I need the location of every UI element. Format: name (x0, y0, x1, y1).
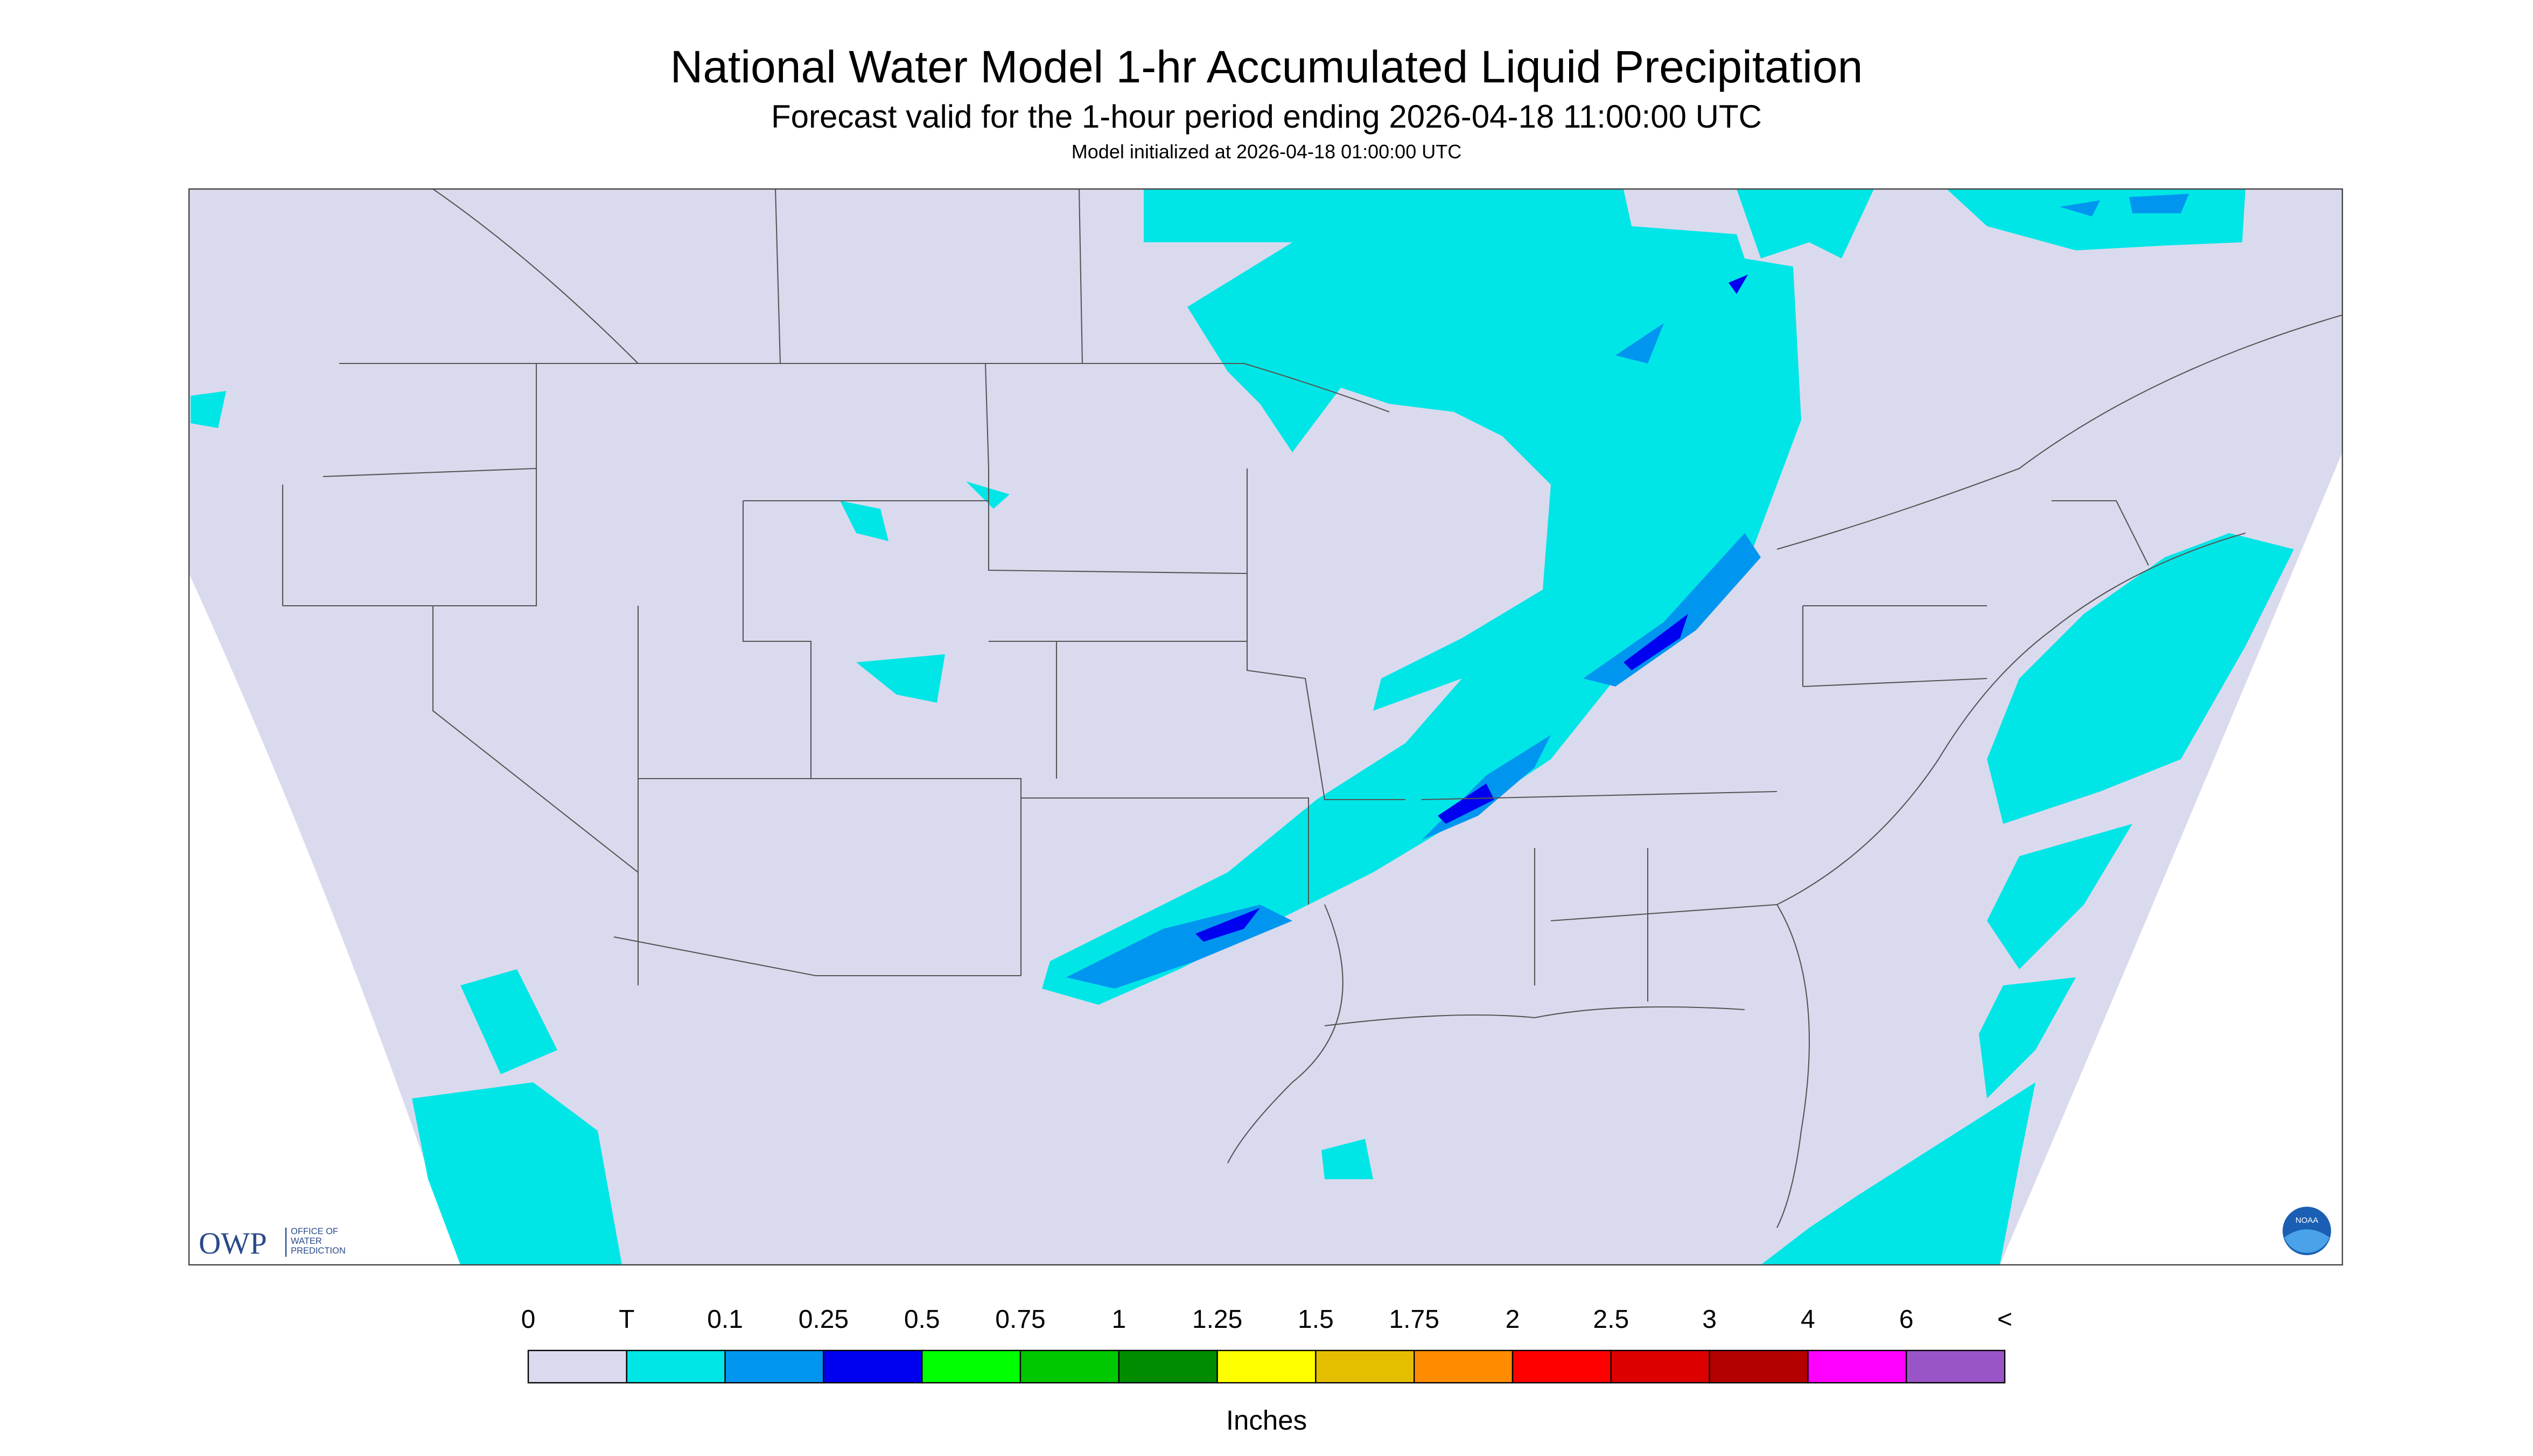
legend-swatch (1118, 1349, 1218, 1384)
legend-unit: Inches (1226, 1405, 1307, 1436)
legend-label: 1 (1111, 1305, 1126, 1334)
noaa-wave (2284, 1229, 2329, 1253)
title: National Water Model 1-hr Accumulated Li… (670, 41, 1863, 92)
legend-label: < (1997, 1305, 2012, 1334)
legend-swatch (921, 1349, 1021, 1384)
owp-name-line: PREDICTION (291, 1246, 346, 1256)
noaa-text: NOAA (2296, 1216, 2319, 1225)
precip-trace (191, 189, 2294, 1265)
precip-area (1987, 824, 2132, 970)
legend-swatch (1905, 1349, 2006, 1384)
legend-swatch (527, 1349, 628, 1384)
precip-area (1729, 275, 1748, 295)
legend-label: 1.5 (1298, 1305, 1334, 1334)
legend-swatch (626, 1349, 726, 1384)
legend-swatch (1315, 1349, 1415, 1384)
precip-area (1624, 614, 1688, 671)
legend-swatch (1709, 1349, 1809, 1384)
legend-swatch (1610, 1349, 1710, 1384)
precip-area (191, 391, 226, 429)
legend-swatch (1216, 1349, 1317, 1384)
owp-mark: OWP (199, 1227, 267, 1261)
legend-label: 1.25 (1192, 1305, 1242, 1334)
legend-label: 1.75 (1389, 1305, 1439, 1334)
precip-area (2060, 194, 2189, 217)
precip-area (1438, 783, 1494, 824)
precip-area (1979, 977, 2076, 1099)
legend-label: T (619, 1305, 634, 1334)
legend: Inches 0 T 0.1 0.25 0.5 0.75 1 1.25 1.5 1.75 2 2.5 3… (521, 1305, 2012, 1436)
precip-area (966, 481, 1010, 509)
init-time: Model initialized at 2026-04-18 01:00:00… (1072, 141, 1461, 163)
legend-label: 4 (1801, 1305, 1815, 1334)
legend-label: 2.5 (1593, 1305, 1629, 1334)
legend-swatch (1512, 1349, 1612, 1384)
legend-label: 6 (1899, 1305, 1914, 1334)
owp-name-line: OFFICE OF (291, 1227, 338, 1236)
precip-area (1761, 1082, 2035, 1265)
precip-area (1737, 189, 1874, 259)
precip-area (412, 1082, 622, 1265)
legend-label: 3 (1702, 1305, 1717, 1334)
legend-swatch (1807, 1349, 1907, 1384)
precip-area (1195, 908, 1260, 942)
owp-name-line: WATER (291, 1236, 322, 1246)
owp-logo: OWP OFFICE OF WATER PREDICTION (199, 1227, 346, 1261)
legend-swatch (823, 1349, 923, 1384)
legend-label: 2 (1506, 1305, 1520, 1334)
precip-band (1042, 189, 1801, 1005)
precip-area (1987, 533, 2294, 824)
precip-area (460, 969, 557, 1075)
legend-label: 0.25 (799, 1305, 849, 1334)
noaa-logo: NOAA (2283, 1207, 2331, 1256)
subtitle: Forecast valid for the 1-hour period end… (771, 99, 1762, 135)
precip-area (1615, 323, 1664, 364)
map: OWP OFFICE OF WATER PREDICTION NOAA (188, 188, 2343, 1266)
precip-moderate (1195, 275, 1748, 942)
boundaries (282, 188, 2343, 1228)
precip-area (1321, 1139, 1373, 1180)
map-edge-right (2000, 452, 2342, 1265)
legend-label: 0.1 (707, 1305, 743, 1334)
legend-swatch (724, 1349, 824, 1384)
legend-label: 0.75 (995, 1305, 1045, 1334)
legend-label: 0.5 (904, 1305, 940, 1334)
precip-area (856, 654, 945, 703)
legend-swatch (1019, 1349, 1120, 1384)
precip-area (1583, 533, 1761, 687)
owp-name: OFFICE OF WATER PREDICTION (291, 1227, 346, 1256)
legend-swatch (1414, 1349, 1514, 1384)
precip-area (840, 501, 888, 542)
map-frame (188, 188, 2343, 1266)
legend-label: 0 (521, 1305, 536, 1334)
map-edge-left (189, 573, 460, 1265)
